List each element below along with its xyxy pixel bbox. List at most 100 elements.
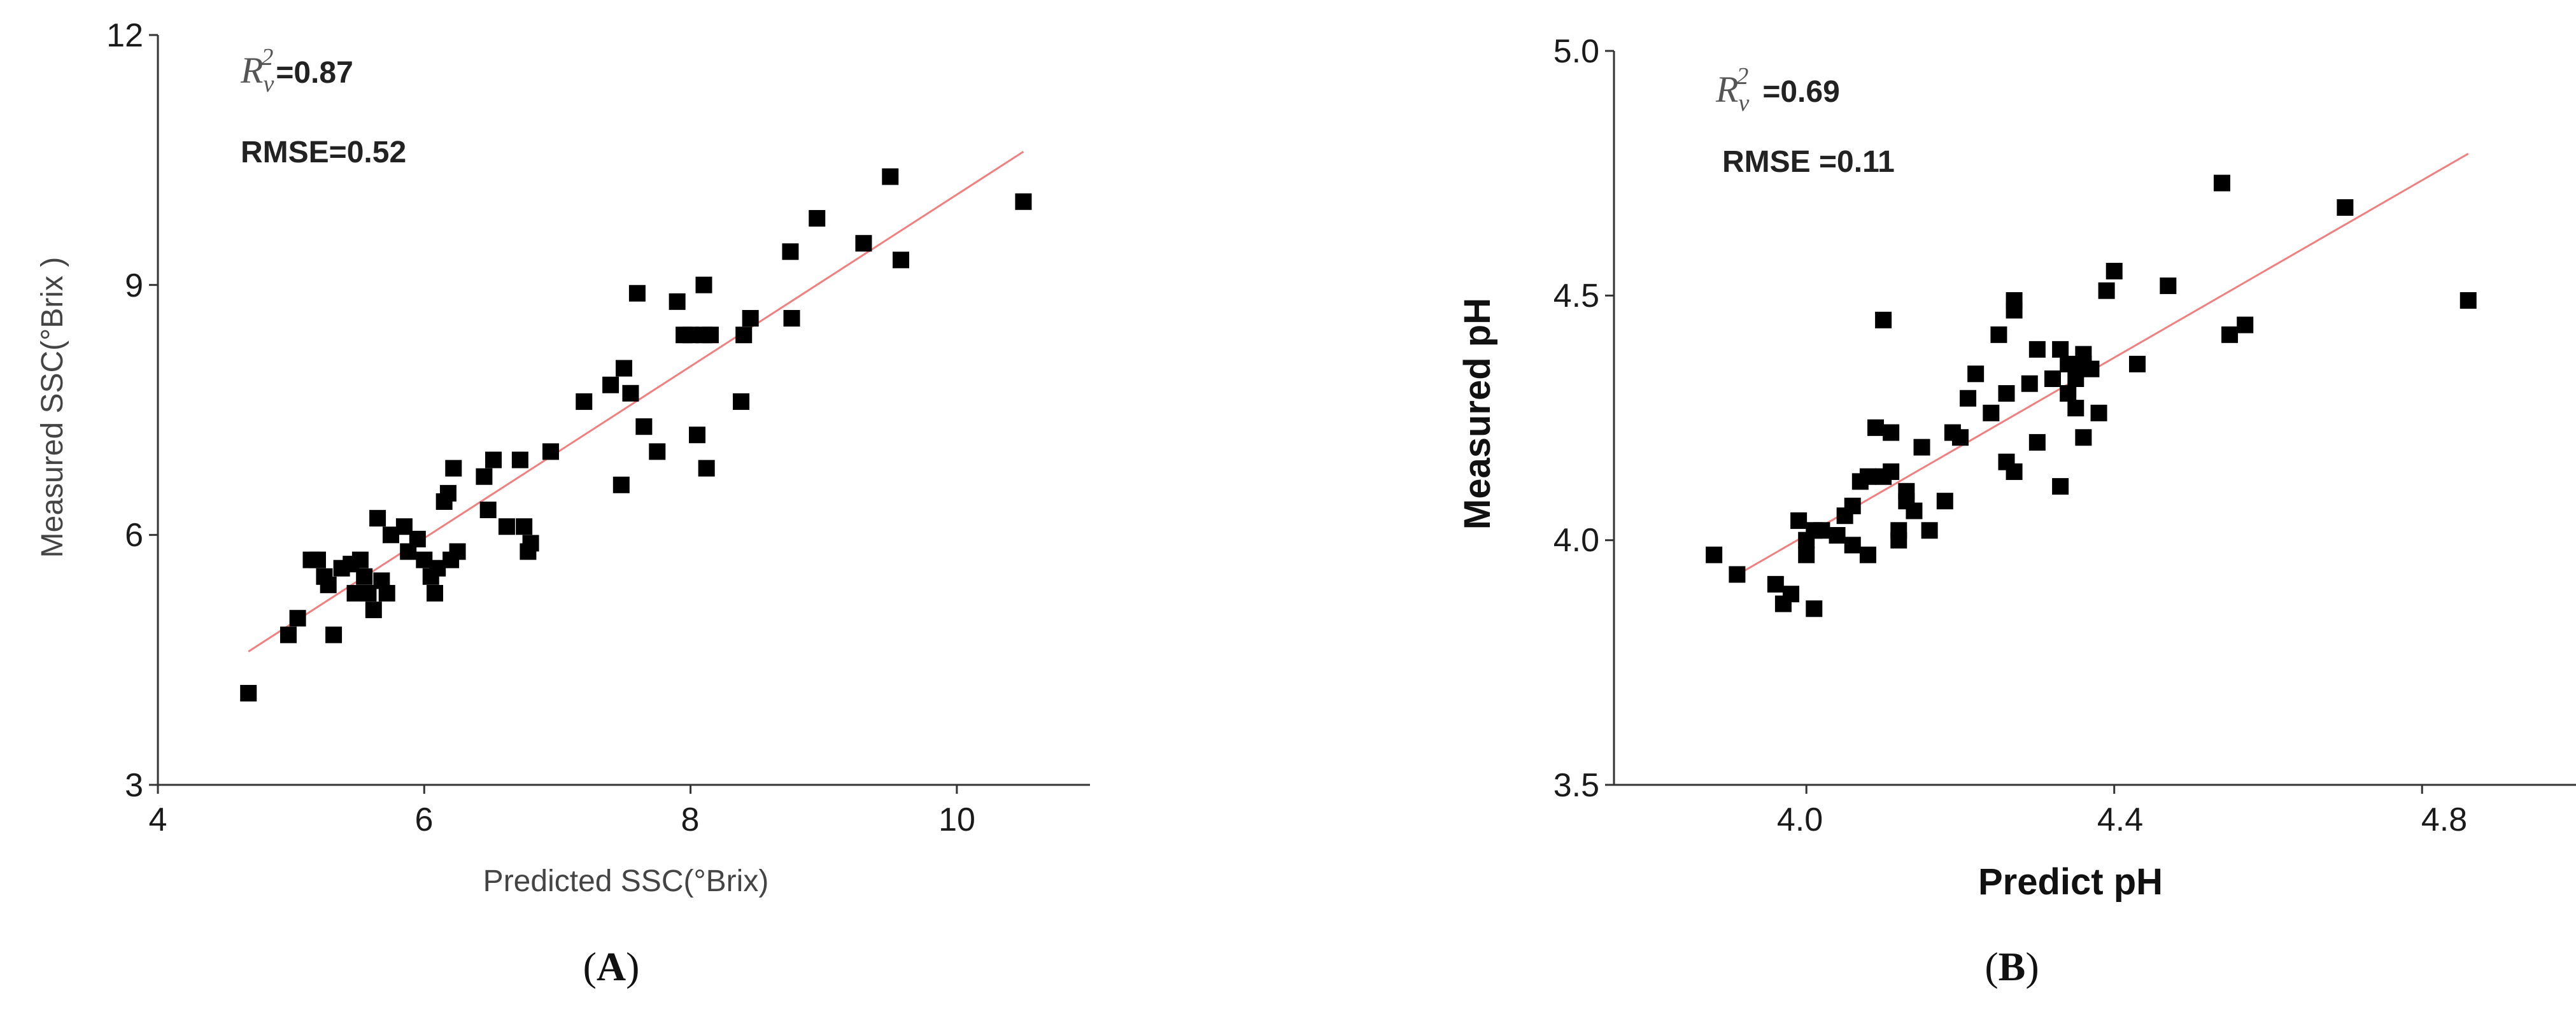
chart-b-y-axis-label: Measured pH — [1457, 298, 1498, 530]
chart-b-data-point — [2006, 292, 2023, 309]
chart-a-data-point — [351, 551, 369, 568]
chart-a-data-point — [369, 510, 386, 527]
chart-b-data-point — [1921, 522, 1938, 539]
chart-a-ytick-label: 12 — [106, 17, 143, 54]
chart-a-data-point — [439, 484, 456, 502]
chart-a-data-point — [485, 451, 502, 468]
chart-b-data-point — [1844, 497, 1861, 514]
chart-b-data-point — [1798, 546, 1815, 563]
chart-a-data-point — [733, 393, 750, 410]
chart-a-data-point — [365, 602, 382, 619]
chart-a-data-point — [289, 610, 306, 627]
chart-a-rmse-annotation: RMSE=0.52 — [241, 136, 406, 169]
chart-a-xtick-label: 4 — [149, 801, 167, 838]
chart-a-data-point — [735, 327, 753, 344]
chart-b-data-point — [2021, 375, 2038, 392]
chart-a-data-point — [635, 418, 653, 435]
chart-a-data-point — [542, 443, 559, 460]
chart-b-data-point — [2128, 355, 2146, 372]
chart-b-data-point — [1936, 493, 1953, 510]
chart-b-data-point — [2067, 370, 2084, 388]
chart-a-data-point — [409, 530, 426, 547]
chart-b-data-point — [1983, 404, 2000, 421]
chart-b-data-point — [1967, 365, 1985, 383]
chart-b-data-point — [2160, 277, 2177, 294]
chart-b-data-point — [1783, 586, 1800, 603]
chart-a-data-point — [240, 685, 257, 702]
chart-b-data-point — [2060, 355, 2077, 372]
chart-a-data-point — [809, 209, 826, 227]
chart-a-data-point — [782, 243, 799, 260]
chart-a-data-point — [320, 576, 337, 593]
chart-b-data-point — [2060, 385, 2077, 402]
chart-a-ytick-label: 3 — [125, 767, 143, 804]
chart-b-data-point — [2459, 292, 2477, 309]
chart-b-x-axis-label: Predict pH — [1978, 861, 2163, 903]
chart-b-data-point — [1951, 429, 1969, 446]
chart-a-data-point — [689, 426, 706, 444]
chart-b-data-point — [1913, 439, 1930, 456]
chart-a-points — [240, 168, 1032, 702]
chart-b-data-point — [1883, 463, 1900, 481]
chart-b-ytick-label: 4.0 — [1553, 522, 1599, 559]
chart-b-data-point — [1867, 419, 1884, 436]
chart-b-data-point — [1767, 575, 1784, 593]
chart-b-data-point — [1960, 390, 1977, 407]
chart-b-data-point — [1990, 326, 2007, 343]
chart-a-data-point — [893, 251, 910, 269]
chart-b-data-point — [1706, 546, 1723, 563]
chart-b-data-point — [2052, 478, 2069, 495]
chart-a-data-point — [576, 393, 593, 410]
chart-a-ytick-label: 9 — [125, 267, 143, 304]
chart-b-data-point — [1998, 385, 2015, 402]
chart-a-data-point — [280, 626, 297, 644]
chart-b-data-point — [2028, 433, 2046, 451]
chart-b-data-point — [2105, 262, 2123, 279]
chart-b-data-point — [1790, 512, 1808, 529]
chart-a-data-point — [325, 626, 343, 644]
chart-b-data-point — [2067, 400, 2084, 417]
chart-b-xtick-label: 4.0 — [1777, 801, 1823, 838]
chart-b-r2-annotation: Rv2 =0.69 — [1715, 63, 1840, 116]
chart-a-data-point — [522, 535, 539, 552]
chart-b-rmse-annotation: RMSE =0.11 — [1722, 145, 1895, 179]
chart-a-data-point — [616, 360, 632, 377]
chart-a-r2-annotation: Rv2=0.87 — [240, 44, 353, 97]
chart-a-data-point — [695, 276, 712, 293]
chart-a: 3 6 9 12 4 6 8 10 Predicted SSC(°Brix) M… — [36, 17, 1090, 898]
chart-b-points — [1706, 174, 2477, 617]
chart-b-data-point — [1859, 468, 1876, 485]
chart-b-data-point — [1844, 537, 1861, 554]
chart-a-data-point — [427, 584, 444, 602]
chart-a-data-point — [1015, 193, 1032, 210]
chart-a-data-point — [628, 285, 646, 302]
chart-b-data-point — [1875, 311, 1892, 328]
chart-a-data-point — [498, 518, 515, 535]
chart-a-data-point — [356, 568, 373, 585]
chart-a-data-point — [783, 310, 800, 327]
chart-b-data-point — [1829, 526, 1846, 544]
chart-b-data-point — [2098, 282, 2115, 299]
chart-b-data-point — [1883, 424, 1900, 441]
chart-b-data-point — [2090, 404, 2107, 421]
chart-b-tick-marks — [1605, 50, 2423, 794]
chart-a-xtick-label: 6 — [415, 801, 434, 838]
chart-b-data-point — [2028, 341, 2046, 358]
chart-b-data-point — [2075, 429, 2092, 446]
chart-a-ytick-label: 6 — [125, 517, 143, 554]
chart-a-data-point — [479, 502, 497, 519]
chart-b-data-point — [1806, 600, 1823, 617]
chart-a-data-point — [742, 310, 759, 327]
chart-a-fit-line — [248, 150, 1024, 652]
chart-a-y-axis-label: Measured SSC(°Brix ) — [36, 257, 69, 558]
chart-b-data-point — [1890, 522, 1907, 539]
chart-b-ytick-label: 3.5 — [1553, 767, 1599, 804]
chart-a-data-point — [309, 551, 326, 568]
chart-a-data-point — [449, 543, 466, 560]
chart-a-data-point — [855, 235, 872, 252]
chart-b-data-point — [2237, 316, 2254, 334]
chart-a-data-point — [476, 468, 493, 485]
panel-label-a: (A) — [583, 944, 640, 989]
chart-a-data-point — [602, 376, 619, 393]
